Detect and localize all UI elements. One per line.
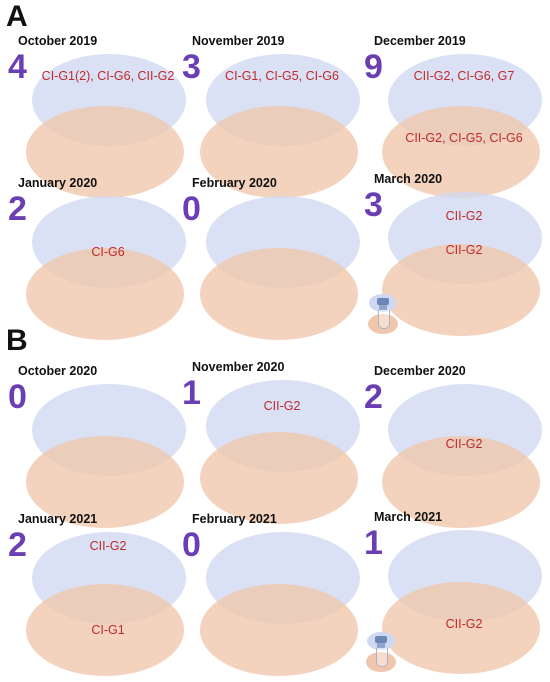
detection-count: 4 [8,48,27,86]
month-label: February 2020 [192,176,277,190]
lower-genotypes: CII-G2 [445,243,483,257]
detection-count: 1 [364,524,383,562]
month-label: October 2020 [18,364,98,378]
sample-vial-icon [364,632,398,676]
month-label: March 2020 [374,172,443,186]
detection-count: 2 [8,190,27,228]
month-cell-february-2021: February 2021 0 [180,508,360,676]
panel-a-letter: A [6,0,28,33]
month-cell-january-2021: January 2021 2 CII-G2 CI-G1 [6,508,186,676]
month-cell-february-2020: February 2020 0 [180,172,360,340]
lower-genotypes: CI-G6 [91,245,125,259]
month-label: December 2020 [374,364,466,378]
lower-oval [200,106,358,198]
month-cell-january-2020: January 2020 2 CI-G6 [6,172,186,340]
lower-oval [382,582,540,674]
lower-oval [200,432,358,524]
month-label: December 2019 [374,34,466,48]
month-cell-december-2020: December 2020 2 CII-G2 [362,360,542,528]
month-cell-december-2019: December 2019 9 CII-G2, CI-G6, G7 CII-G2… [362,30,542,198]
month-label: November 2019 [192,34,285,48]
upper-genotypes: CI-G1(2), CI-G6, CII-G2 [41,69,175,83]
detection-count: 0 [182,190,201,228]
detection-count: 2 [364,378,383,416]
lower-oval [26,248,184,340]
month-label: February 2021 [192,512,277,526]
detection-count: 0 [182,526,201,564]
lower-oval [382,436,540,528]
month-label: March 2021 [374,510,443,524]
upper-genotypes: CII-G2 [445,209,483,223]
upper-genotypes: CI-G1, CI-G5, CI-G6 [225,69,339,83]
lower-genotypes: CII-G2, CI-G5, CI-G6 [405,131,523,145]
detection-count: 3 [182,48,201,86]
detection-count: 1 [182,374,201,412]
month-cell-october-2019: October 2019 4 CI-G1(2), CI-G6, CII-G2 [6,30,186,198]
sample-vial-icon [366,294,400,338]
lower-oval [200,248,358,340]
lower-genotypes: CII-G2 [445,437,483,451]
detection-count: 0 [8,378,27,416]
lower-genotypes: CI-G1 [91,623,125,637]
lower-genotypes: CII-G2 [445,617,483,631]
month-cell-november-2020: November 2020 1 CII-G2 [180,356,360,524]
month-cell-november-2019: November 2019 3 CI-G1, CI-G5, CI-G6 [180,30,360,198]
month-label: October 2019 [18,34,98,48]
month-cell-march-2020: March 2020 3 CII-G2 CII-G2 [362,168,542,336]
month-label: January 2021 [18,512,98,526]
month-label: January 2020 [18,176,98,190]
lower-oval [200,584,358,676]
detection-count: 3 [364,186,383,224]
upper-genotypes: CII-G2 [263,399,301,413]
detection-count: 2 [8,526,27,564]
panel-b-letter: B [6,324,28,357]
lower-oval [382,106,540,198]
upper-genotypes: CII-G2, CI-G6, G7 [413,69,515,83]
upper-genotypes: CII-G2 [89,539,127,553]
lower-oval [26,106,184,198]
month-cell-march-2021: March 2021 1 CII-G2 [362,506,542,674]
month-cell-october-2020: October 2020 0 [6,360,186,528]
lower-oval [26,436,184,528]
month-label: November 2020 [192,360,285,374]
lower-oval [382,244,540,336]
lower-oval [26,584,184,676]
detection-count: 9 [364,48,383,86]
